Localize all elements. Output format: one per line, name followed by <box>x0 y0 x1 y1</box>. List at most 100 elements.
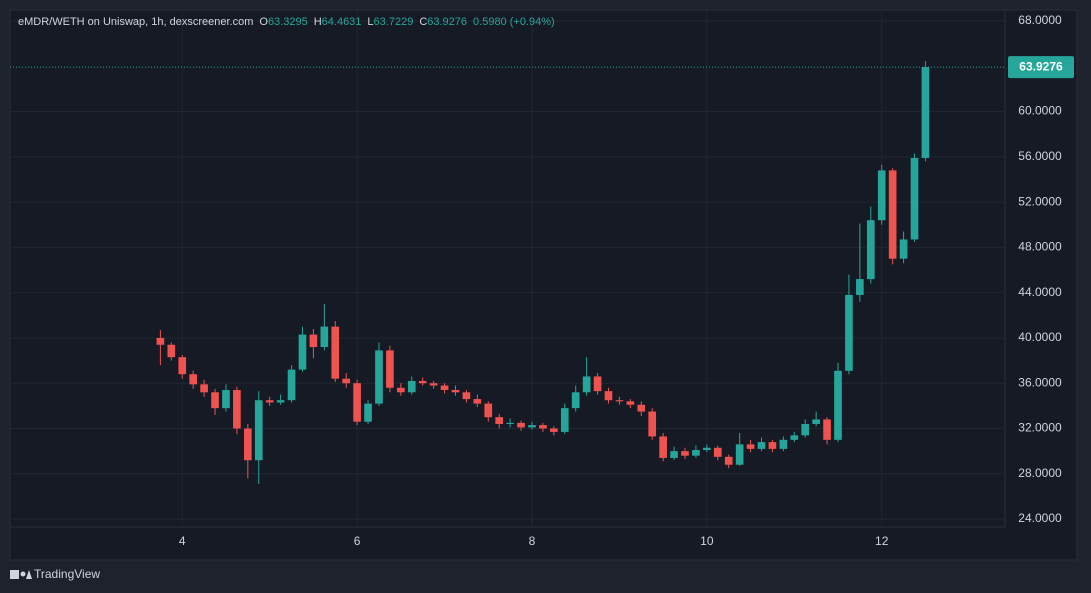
x-tick-label: 10 <box>700 534 714 548</box>
candle-body <box>364 403 372 422</box>
candle-body <box>243 428 252 461</box>
ohlc-label: H <box>313 16 322 28</box>
watermark: TradingView <box>34 567 100 581</box>
candle-body <box>812 419 820 424</box>
candle-body <box>681 451 689 456</box>
chart-title: eMDR/WETH on Uniswap, 1h, dexscreener.co… <box>18 16 254 28</box>
candle-body <box>834 370 842 440</box>
candle-body <box>626 401 635 405</box>
candle-body <box>331 326 340 379</box>
candle-body <box>418 380 427 384</box>
candle-body <box>539 425 547 429</box>
candle-body <box>440 385 449 391</box>
candle-body <box>768 442 777 449</box>
candle-body <box>484 403 493 418</box>
candle-body <box>790 435 799 440</box>
candle-body <box>823 419 831 440</box>
header: eMDR/WETH on Uniswap, 1h, dexscreener.co… <box>18 16 555 28</box>
x-tick-label: 8 <box>529 534 536 548</box>
candle-body <box>407 380 416 393</box>
candle-body <box>211 392 219 409</box>
candle-body <box>342 378 351 384</box>
candle-body <box>746 444 755 449</box>
candle-body <box>375 350 383 404</box>
candle-body <box>593 376 602 392</box>
y-tick-label: 52.0000 <box>1018 194 1062 208</box>
y-tick-label: 48.0000 <box>1018 240 1062 254</box>
candle-body <box>178 357 187 375</box>
candle-body <box>320 326 329 348</box>
ohlc-label: L <box>367 16 374 28</box>
candle-body <box>309 334 318 348</box>
y-tick-label: 56.0000 <box>1018 149 1062 163</box>
candle-body <box>877 170 886 221</box>
candle-body <box>473 399 482 404</box>
candle-body <box>910 157 919 240</box>
x-tick-label: 6 <box>354 534 361 548</box>
y-tick-label: 68.0000 <box>1018 13 1062 27</box>
candle-body <box>495 417 504 424</box>
candle-body <box>200 384 208 393</box>
candle-body <box>265 400 274 403</box>
x-tick-label: 4 <box>179 534 186 548</box>
candle-body <box>298 334 307 370</box>
ohlc-value: 63.3295 <box>267 16 308 28</box>
logo <box>10 570 32 579</box>
ohlc-value: 63.7229 <box>373 16 414 28</box>
candle-body <box>899 239 908 259</box>
y-tick-label: 44.0000 <box>1018 285 1062 299</box>
candle-body <box>779 439 788 449</box>
ohlc-value: 64.4631 <box>321 16 362 28</box>
candle-body <box>233 390 241 429</box>
ohlc-value: 63.9276 <box>427 16 468 28</box>
candle-body <box>156 337 165 345</box>
change: 0.5980 (+0.94%) <box>473 16 555 28</box>
candle-body <box>637 404 646 412</box>
candle-body <box>703 447 711 451</box>
candle-body <box>659 436 667 458</box>
candle-body <box>582 376 591 393</box>
candle-body <box>550 428 558 432</box>
candle-body <box>571 392 580 409</box>
candle-body <box>462 392 471 400</box>
candle-body <box>353 383 361 422</box>
candle-body <box>735 444 744 465</box>
candle-body <box>670 451 678 458</box>
candle-body <box>397 387 405 393</box>
candle-body <box>692 450 700 456</box>
y-tick-label: 36.0000 <box>1018 375 1062 389</box>
candle-body <box>222 390 230 409</box>
last-price-label: 63.9276 <box>1019 59 1063 73</box>
candle-body <box>254 400 263 461</box>
candle-body <box>189 374 197 385</box>
y-tick-label: 24.0000 <box>1018 511 1062 525</box>
candle-body <box>604 391 613 401</box>
candle-body <box>429 383 438 386</box>
candle-body <box>287 369 296 401</box>
ohlc-label: C <box>419 16 428 28</box>
candle-body <box>167 344 176 358</box>
y-tick-label: 28.0000 <box>1018 466 1062 480</box>
candle-body <box>506 422 514 424</box>
ohlc-label: O <box>259 16 268 28</box>
y-tick-label: 60.0000 <box>1018 104 1062 118</box>
candle-body <box>451 390 460 393</box>
candle-body <box>648 411 657 437</box>
candle-body <box>856 279 864 295</box>
candle-body <box>888 170 897 259</box>
candle-body <box>713 447 722 457</box>
candle-body <box>757 442 766 449</box>
x-tick-label: 12 <box>875 534 889 548</box>
candle-body <box>724 456 733 465</box>
candle-body <box>276 400 285 403</box>
candle-body <box>801 423 810 436</box>
y-tick-label: 32.0000 <box>1018 421 1062 435</box>
y-tick-label: 40.0000 <box>1018 330 1062 344</box>
candle-body <box>921 67 930 158</box>
last-price-box <box>1008 56 1074 79</box>
candle-body <box>615 400 624 402</box>
chart-panel <box>9 9 1078 561</box>
candle-body <box>528 425 536 428</box>
